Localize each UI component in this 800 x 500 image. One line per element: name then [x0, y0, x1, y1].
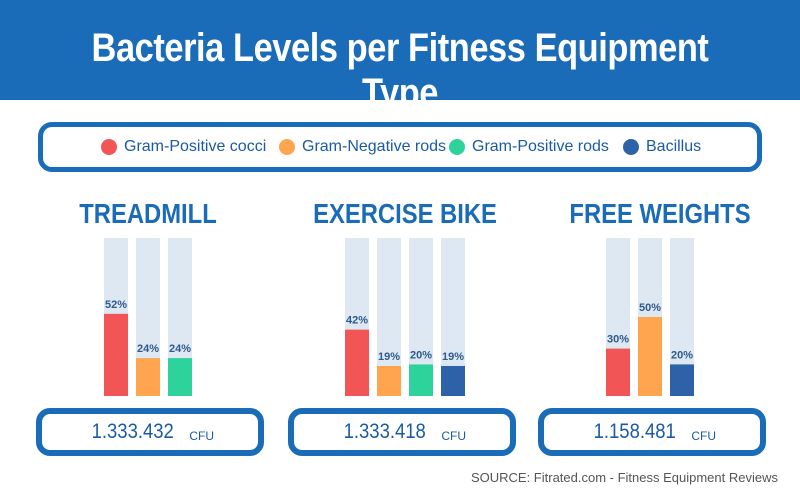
legend-label: Gram-Positive rods	[472, 138, 609, 155]
bar-value-label: 50%	[639, 302, 661, 314]
bar-gram-positive-cocci	[104, 313, 128, 396]
legend-swatch	[101, 139, 117, 155]
bar-value-label: 42%	[346, 315, 368, 327]
legend-item-bacillus: Bacillus	[623, 127, 701, 167]
legend-label: Bacillus	[646, 138, 702, 155]
bar-gram-positive-rods	[168, 358, 192, 396]
cfu-box-free-weights: 1.158.481 CFU	[538, 408, 766, 456]
panel-title-free-weights: FREE WEIGHTS	[569, 198, 751, 229]
bar-gram-negative-rods	[136, 358, 160, 396]
panel-title-treadmill: TREADMILL	[79, 198, 217, 229]
legend-label: Gram-Positive cocci	[124, 138, 267, 155]
bar-gram-negative-rods	[638, 317, 662, 396]
bar-bacillus	[670, 364, 694, 396]
source-note: SOURCE: Fitrated.com - Fitness Equipment…	[470, 470, 778, 485]
cfu-value: 1.333.432	[91, 420, 174, 443]
bar-bacillus	[441, 365, 465, 396]
bar-value-label: 24%	[137, 343, 159, 355]
cfu-value: 1.333.418	[343, 420, 426, 443]
bar-value-label: 19%	[378, 351, 400, 363]
bar-gram-positive-cocci	[345, 329, 369, 396]
legend: Gram-Positive cocci Gram-Negative rods G…	[38, 122, 762, 172]
legend-swatch	[623, 139, 639, 155]
cfu-unit: CFU	[189, 429, 215, 443]
legend-item-gram-negative-rods: Gram-Negative rods	[279, 127, 446, 167]
bar-value-label: 30%	[607, 334, 629, 346]
bar-gram-negative-rods	[377, 365, 401, 396]
bar-value-label: 19%	[442, 351, 464, 363]
header-banner: Bacteria Levels per Fitness Equipment Ty…	[0, 0, 800, 115]
cfu-unit: CFU	[441, 429, 467, 443]
legend-label: Gram-Negative rods	[302, 138, 447, 155]
legend-item-gram-positive-rods: Gram-Positive rods	[449, 127, 609, 167]
legend-swatch	[279, 139, 295, 155]
bar-value-label: 52%	[105, 299, 127, 311]
bar-gram-positive-rods	[409, 364, 433, 396]
legend-item-gram-positive-cocci: Gram-Positive cocci	[101, 127, 266, 167]
bar-value-label: 20%	[671, 349, 693, 361]
cfu-value: 1.158.481	[593, 420, 676, 443]
legend-swatch	[449, 139, 465, 155]
cfu-box-treadmill: 1.333.432 CFU	[36, 408, 264, 456]
bar-value-label: 20%	[410, 349, 432, 361]
bar-value-label: 24%	[169, 343, 191, 355]
chart-title: Bacteria Levels per Fitness Equipment Ty…	[91, 26, 709, 115]
bar-gram-positive-cocci	[606, 348, 630, 396]
panel-title-exercise-bike: EXERCISE BIKE	[313, 198, 497, 229]
cfu-unit: CFU	[691, 429, 717, 443]
cfu-box-exercise-bike: 1.333.418 CFU	[288, 408, 516, 456]
